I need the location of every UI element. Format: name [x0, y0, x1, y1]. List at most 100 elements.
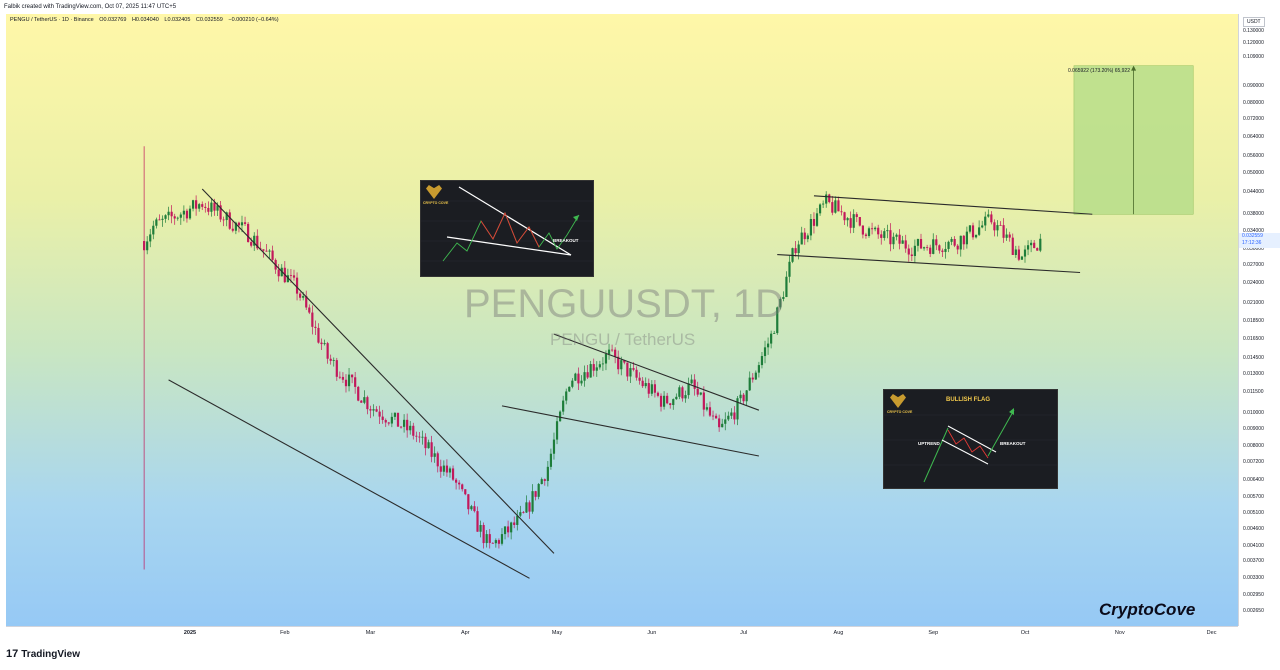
candle-body — [742, 394, 745, 402]
candle-body — [788, 261, 791, 277]
candle-body — [1039, 238, 1042, 251]
candle-body — [234, 222, 237, 231]
time-tick-label: Jun — [647, 630, 657, 636]
candle-body — [818, 204, 822, 214]
candle-body — [941, 250, 944, 252]
tradingview-logo[interactable]: 17 TradingView — [6, 648, 80, 660]
candle-body — [228, 212, 231, 229]
candle-body — [149, 234, 152, 242]
candle-body — [650, 384, 653, 394]
candle-body — [513, 522, 516, 525]
legend-close: C0.032559 — [195, 17, 223, 23]
candle-body — [895, 234, 898, 237]
candle-body — [614, 349, 617, 357]
candle-body — [497, 540, 501, 544]
time-tick-label: Mar — [365, 630, 376, 636]
candle-body — [418, 436, 421, 438]
candle-body — [724, 419, 727, 424]
price-tick-label: 0.004100 — [1243, 542, 1264, 549]
candle-body — [592, 364, 595, 371]
candle-body — [947, 241, 950, 249]
price-tick-label: 0.030000 — [1243, 246, 1264, 253]
price-tick-label: 0.005100 — [1243, 510, 1264, 517]
price-tick-label: 0.006400 — [1243, 476, 1264, 483]
price-tick-label: 0.003700 — [1243, 558, 1264, 565]
candle-body — [843, 212, 846, 221]
candle-body — [809, 218, 812, 236]
candle-body — [721, 423, 724, 428]
candle-body — [770, 333, 773, 344]
candle-body — [485, 534, 488, 544]
candle-body — [604, 353, 608, 364]
candle-body — [519, 512, 522, 516]
candle-body — [240, 222, 244, 226]
candle-body — [182, 210, 185, 215]
price-tick-label: 0.007200 — [1243, 459, 1264, 466]
candle-body — [295, 277, 299, 294]
candle-body — [623, 360, 626, 363]
candle-body — [473, 506, 476, 512]
candle-body — [870, 228, 874, 230]
candle-body — [433, 453, 436, 457]
candle-body — [369, 409, 372, 411]
candle-body — [739, 394, 742, 399]
price-tick-label: 0.008000 — [1243, 443, 1264, 450]
chart-plot-area[interactable]: PENGU / TetherUS · 1D · Binance O0.03276… — [6, 14, 1238, 626]
candle-body — [213, 202, 216, 211]
candle-body — [617, 356, 620, 370]
last-price-tag: 0.032559 17:12:36 — [1239, 233, 1280, 249]
price-unit-button[interactable]: USDT — [1243, 17, 1265, 27]
price-tick-label: 0.009000 — [1243, 425, 1264, 432]
tradingview-logo-text: TradingView — [21, 649, 80, 660]
candle-body — [510, 522, 513, 533]
candle-body — [363, 397, 366, 403]
price-axis[interactable]: USDT 0.130000 0.120000 0.109000 0.090000 0.0… — [1238, 14, 1280, 626]
candle-body — [825, 194, 828, 204]
candle-body — [320, 342, 323, 345]
candle-body — [289, 275, 293, 277]
candle-body — [219, 205, 222, 220]
time-tick-label: Oct — [1020, 630, 1030, 636]
candle-body — [265, 250, 268, 252]
candle-body — [387, 422, 390, 424]
candle-body — [620, 360, 623, 370]
candle-body — [1033, 242, 1036, 249]
candle-body — [981, 225, 984, 228]
price-tick-label: 0.010000 — [1243, 410, 1264, 417]
price-tick-label: 0.050000 — [1243, 170, 1264, 177]
candle-body — [999, 225, 1002, 226]
candle-body — [736, 398, 739, 420]
candle-body — [375, 409, 378, 412]
candle-body — [207, 207, 210, 212]
candle-body — [779, 298, 782, 308]
time-axis[interactable]: 2025 Feb Mar Apr May Jun Jul Aug Sep Oct Nov Dec — [6, 626, 1238, 640]
candle-body — [253, 235, 256, 246]
measure-label: 0.065922 (173.20%) 65,922 — [1068, 68, 1130, 74]
candle-body — [684, 395, 687, 399]
time-tick-label: Aug — [833, 630, 844, 636]
candle-body — [641, 380, 644, 387]
candle-body — [188, 208, 192, 219]
candlestick-chart[interactable] — [6, 14, 1238, 626]
candle-body — [907, 248, 910, 255]
candle-body — [748, 377, 751, 391]
candle-body — [549, 453, 553, 467]
candle-body — [751, 377, 754, 380]
candle-body — [595, 367, 598, 371]
candle-body — [167, 211, 170, 216]
candle-body — [292, 275, 296, 278]
candle-body — [782, 296, 785, 299]
candle-body — [714, 415, 718, 419]
candle-body — [607, 349, 611, 354]
candle-body — [675, 396, 678, 400]
wedge-breakout-inset: CRYPTO COVE BREAKOUT — [420, 180, 594, 277]
bullish-flag-title: BULLISH FLAG — [946, 397, 990, 403]
candle-body — [461, 484, 464, 490]
candle-body — [155, 219, 158, 226]
candle-body — [864, 234, 868, 236]
candle-body — [558, 411, 562, 422]
candle-body — [555, 421, 559, 440]
candle-body — [984, 216, 987, 226]
candle-body — [366, 397, 369, 410]
candle-body — [277, 269, 280, 277]
